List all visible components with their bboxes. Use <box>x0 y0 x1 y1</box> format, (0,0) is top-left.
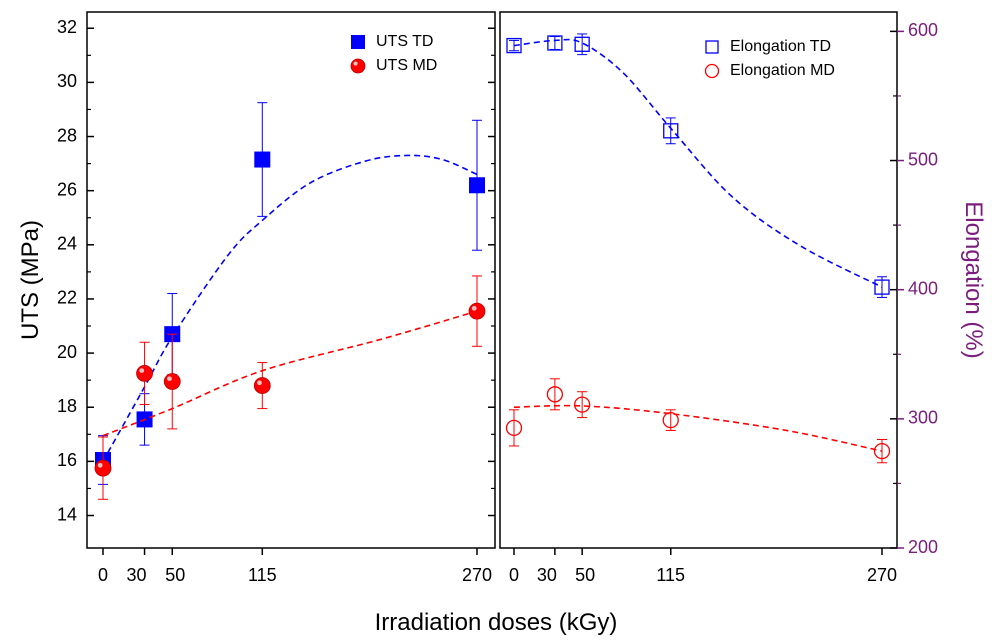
legend-marker-highlight <box>353 61 358 66</box>
fit-curve <box>513 404 883 452</box>
legend-label: UTS MD <box>376 57 437 74</box>
data-point-highlight <box>139 368 145 373</box>
y-tick-label: 18 <box>57 396 77 416</box>
x-tick-label: 0 <box>98 565 108 585</box>
data-point <box>468 302 486 320</box>
y-tick-label: 22 <box>57 288 77 308</box>
legend-label: UTS TD <box>376 33 433 50</box>
y-tick-label: 14 <box>57 504 77 524</box>
data-point <box>136 364 153 382</box>
y-tick-label: 20 <box>57 342 77 362</box>
left-y-axis-label: UTS (MPa) <box>17 220 44 340</box>
data-point <box>663 123 679 139</box>
data-point <box>874 279 890 295</box>
y-tick-label: 200 <box>908 537 938 557</box>
right-plot-frame <box>499 11 898 549</box>
y-tick-label: 28 <box>57 125 77 145</box>
data-point <box>662 411 679 429</box>
x-tick-label: 50 <box>575 565 595 585</box>
x-tick-label: 115 <box>248 565 277 585</box>
x-tick-label: 270 <box>462 565 492 585</box>
x-tick-label: 0 <box>509 565 519 585</box>
data-point <box>254 151 271 168</box>
x-tick-label: 270 <box>867 565 897 585</box>
right-panel: 200 300 400 500 600 0 30 50 115 270 Elongation TD E… <box>505 20 938 585</box>
left-panel: 14 16 18 20 22 24 26 28 30 32 0 30 50 115 270 UTS TD UTS… <box>57 17 495 585</box>
x-tick-label: 115 <box>656 565 685 585</box>
y-tick-label: 24 <box>57 234 77 254</box>
y-tick-label: 500 <box>908 149 938 169</box>
legend-marker <box>705 40 719 54</box>
x-tick-label: 30 <box>127 565 147 585</box>
y-tick-label: 300 <box>908 408 938 428</box>
data-point <box>505 419 523 437</box>
x-tick-label: 30 <box>537 565 557 585</box>
data-point <box>573 396 591 413</box>
y-tick-label: 26 <box>57 179 77 199</box>
y-tick-label: 600 <box>908 20 938 40</box>
legend-label: Elongation TD <box>730 38 831 55</box>
data-point-highlight <box>471 305 477 311</box>
data-point <box>506 37 522 54</box>
legend-marker <box>351 35 365 49</box>
legend-marker <box>350 58 366 74</box>
data-point <box>469 177 485 194</box>
y-tick-label: 32 <box>57 17 77 37</box>
data-point-highlight <box>97 462 103 468</box>
left-plot-frame <box>86 11 496 549</box>
fit-curve <box>102 154 478 462</box>
data-point-highlight <box>257 380 262 386</box>
legend-label: Elongation MD <box>730 62 835 79</box>
y-tick-label: 400 <box>908 278 938 298</box>
data-point <box>94 459 112 477</box>
data-point-highlight <box>167 376 172 382</box>
data-point <box>547 35 563 51</box>
data-point <box>163 373 181 390</box>
data-point <box>873 442 891 460</box>
legend-marker <box>704 63 720 79</box>
y-tick-label: 16 <box>57 450 77 470</box>
x-axis-label: Irradiation doses (kGy) <box>375 609 618 636</box>
y-tick-label: 30 <box>57 71 77 91</box>
x-tick-label: 50 <box>165 565 185 585</box>
data-point <box>546 386 564 403</box>
data-point <box>253 377 271 394</box>
data-point <box>574 36 590 52</box>
right-y-axis-label: Elongation (%) <box>960 201 987 358</box>
fit-curve <box>102 310 478 437</box>
